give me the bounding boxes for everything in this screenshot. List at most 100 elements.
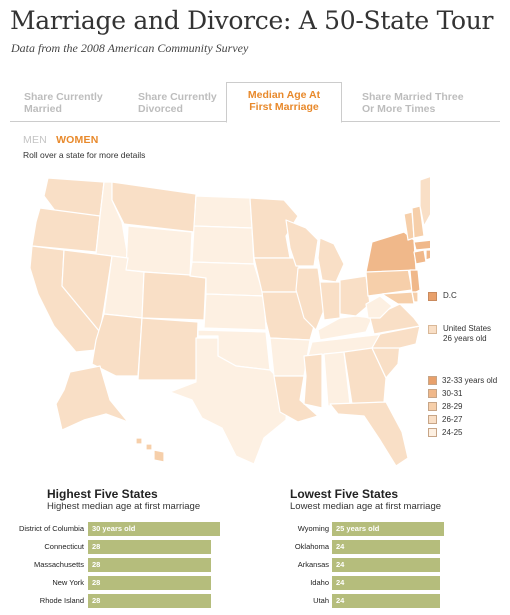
- state-hawaii-1[interactable]: [135, 437, 143, 445]
- state-indiana[interactable]: [319, 281, 341, 321]
- bar-row[interactable]: Massachusetts 28: [0, 558, 250, 572]
- bar: 25 years old: [332, 522, 444, 536]
- bar-state-label: Idaho: [310, 578, 329, 587]
- state-michigan[interactable]: [317, 237, 345, 283]
- legend-label: 24-25: [442, 428, 463, 437]
- bar-value: 24: [336, 596, 345, 605]
- bar-state-label: Wyoming: [297, 524, 329, 533]
- state-louisiana[interactable]: [273, 375, 319, 423]
- state-maryland[interactable]: [381, 291, 415, 305]
- tab-label-line1: Share Married Three: [362, 91, 464, 103]
- bar-value: 28: [92, 596, 101, 605]
- state-ohio[interactable]: [339, 275, 371, 317]
- state-texas[interactable]: [169, 337, 289, 465]
- state-hawaii-2[interactable]: [145, 443, 153, 451]
- tab-label-line2: First Marriage: [249, 101, 319, 113]
- bar: 28: [88, 576, 211, 590]
- bar-state-label: Massachusetts: [33, 560, 84, 569]
- bar-row[interactable]: New York 28: [0, 576, 250, 590]
- state-kansas[interactable]: [203, 293, 267, 331]
- state-virginia[interactable]: [369, 303, 421, 335]
- bar-state-label: Arkansas: [297, 560, 329, 569]
- us-label-line1: United States: [443, 324, 492, 333]
- legend-swatch: [428, 415, 437, 424]
- bar-state-label: Utah: [313, 596, 329, 605]
- tab-label-line1: Median Age At: [247, 89, 321, 101]
- tab-share-currently-divorced[interactable]: Share Currently Divorced: [124, 86, 232, 122]
- state-georgia[interactable]: [343, 347, 387, 405]
- state-florida[interactable]: [329, 401, 409, 467]
- tab-share-currently-married[interactable]: Share Currently Married: [10, 86, 118, 122]
- legend-label: 28-29: [442, 402, 463, 411]
- bar-row[interactable]: Idaho 24: [250, 576, 505, 590]
- bar-value: 28: [92, 560, 101, 569]
- state-west-virginia[interactable]: [365, 295, 393, 319]
- rollover-instructions: Roll over a state for more details: [23, 150, 146, 160]
- bar: 24: [332, 576, 440, 590]
- state-mississippi[interactable]: [303, 353, 323, 409]
- bar-value: 25 years old: [336, 524, 380, 533]
- bar-row[interactable]: Oklahoma 24: [250, 540, 505, 554]
- bar-row[interactable]: Rhode Island 28: [0, 594, 250, 608]
- bar: 24: [332, 558, 440, 572]
- state-montana[interactable]: [111, 181, 197, 233]
- tab-label-line1: Share Currently: [24, 91, 103, 103]
- state-new-jersey[interactable]: [409, 269, 421, 295]
- state-massachusetts[interactable]: [413, 239, 430, 251]
- bar-row[interactable]: Utah 24: [250, 594, 505, 608]
- tab-label-line2: Or More Times: [362, 103, 436, 115]
- legend-swatch: [428, 389, 437, 398]
- tab-bar: Share Currently Married Share Currently …: [10, 82, 500, 123]
- state-new-mexico[interactable]: [137, 317, 199, 381]
- state-alaska[interactable]: [55, 365, 129, 431]
- us-swatch[interactable]: [428, 325, 437, 334]
- gender-men-link[interactable]: MEN: [23, 134, 47, 146]
- gender-toggle: MEN WOMEN: [23, 134, 104, 146]
- bar-value: 24: [336, 578, 345, 587]
- state-wyoming[interactable]: [125, 225, 193, 277]
- state-illinois[interactable]: [295, 267, 325, 331]
- state-rhode-island[interactable]: [425, 249, 430, 261]
- legend-swatch: [428, 402, 437, 411]
- dc-swatch[interactable]: [428, 292, 437, 301]
- tab-label-line2: Married: [24, 103, 62, 115]
- bar-row[interactable]: Arkansas 24: [250, 558, 505, 572]
- highest-subtitle: Highest median age at first marriage: [47, 501, 201, 512]
- lowest-subtitle: Lowest median age at first marriage: [290, 501, 442, 512]
- bar-row[interactable]: District of Columbia 30 years old: [0, 522, 250, 536]
- bar-value: 30 years old: [92, 524, 136, 533]
- bar-state-label: New York: [52, 578, 84, 587]
- gender-women-link[interactable]: WOMEN: [56, 134, 99, 146]
- tab-label-line1: Share Currently: [138, 91, 217, 103]
- bar: 24: [332, 540, 440, 554]
- state-connecticut[interactable]: [413, 249, 427, 265]
- bar-value: 24: [336, 542, 345, 551]
- bar: 28: [88, 594, 211, 608]
- state-colorado[interactable]: [141, 271, 207, 321]
- legend-swatch: [428, 376, 437, 385]
- bar-row[interactable]: Connecticut 28: [0, 540, 250, 554]
- state-north-dakota[interactable]: [193, 195, 253, 229]
- state-minnesota[interactable]: [249, 197, 299, 259]
- bar: 30 years old: [88, 522, 220, 536]
- us-label-line2: 26 years old: [443, 334, 487, 343]
- bar-state-label: Connecticut: [44, 542, 84, 551]
- state-maine[interactable]: [419, 176, 430, 227]
- tab-median-age-first-marriage[interactable]: Median Age At First Marriage: [226, 82, 342, 123]
- state-wisconsin[interactable]: [285, 219, 319, 267]
- bar-row[interactable]: Wyoming 25 years old: [250, 522, 505, 536]
- us-state-map: [29, 176, 430, 467]
- tab-share-married-three-times[interactable]: Share Married Three Or More Times: [348, 86, 488, 122]
- bar-value: 28: [92, 542, 101, 551]
- legend-label: 30-31: [442, 389, 463, 398]
- bar: 28: [88, 540, 211, 554]
- state-delaware[interactable]: [411, 291, 419, 303]
- state-oregon[interactable]: [31, 207, 101, 253]
- state-south-dakota[interactable]: [191, 225, 255, 265]
- state-hawaii-3[interactable]: [153, 449, 165, 463]
- lowest-title: Lowest Five States: [290, 487, 399, 501]
- bar: 24: [332, 594, 440, 608]
- page-subtitle: Data from the 2008 American Community Su…: [11, 41, 249, 55]
- legend-label: 32-33 years old: [442, 376, 498, 385]
- legend-label: 26-27: [442, 415, 463, 424]
